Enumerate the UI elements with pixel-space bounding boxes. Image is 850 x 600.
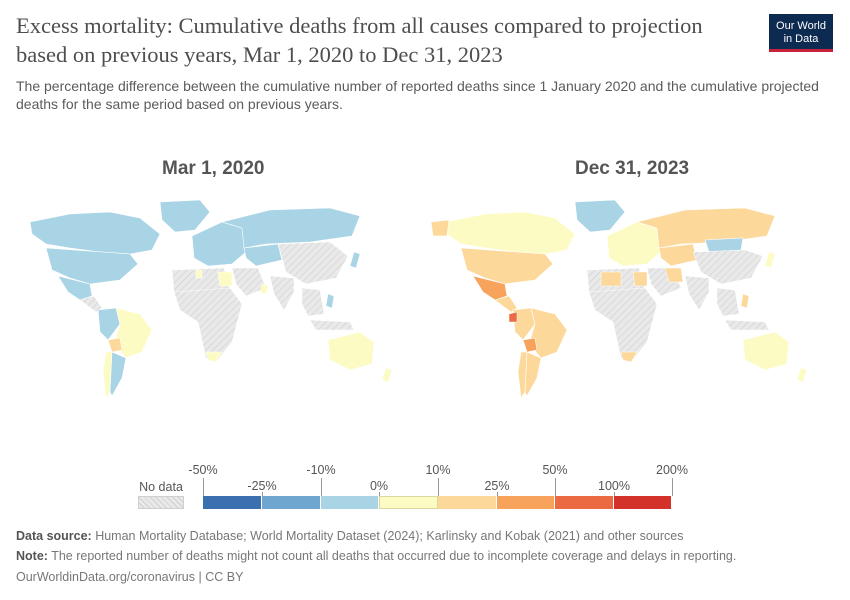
legend-tick-lower: 25%	[484, 479, 510, 493]
legend-tickline	[203, 478, 204, 496]
legend-swatch-5[interactable]	[438, 496, 497, 509]
central-america[interactable]	[494, 295, 518, 313]
legend-tickline	[321, 478, 322, 496]
chart-subtitle: The percentage difference between the cu…	[16, 78, 819, 112]
argentina[interactable]	[524, 351, 542, 397]
legend-swatch-3[interactable]	[321, 496, 379, 509]
usa[interactable]	[460, 247, 554, 285]
legend-no-data-label: No data	[139, 480, 183, 494]
legend-swatch-6[interactable]	[497, 496, 555, 509]
southeast-asia[interactable]	[716, 287, 740, 317]
bolivia[interactable]	[522, 337, 538, 353]
legend-tick-upper: 50%	[542, 463, 568, 477]
legend-tickline	[672, 478, 673, 496]
legend-tick-upper: -10%	[306, 463, 336, 477]
central-asia[interactable]	[658, 243, 698, 267]
middle-east[interactable]	[231, 267, 267, 297]
note-text: The reported number of deaths might not …	[47, 549, 737, 563]
brazil[interactable]	[113, 307, 153, 359]
legend-tick-upper: 10%	[425, 463, 451, 477]
china[interactable]	[692, 249, 764, 285]
australia[interactable]	[327, 331, 375, 371]
chile[interactable]	[102, 351, 113, 399]
logo-line-2: in Data	[783, 32, 819, 45]
japan[interactable]	[764, 251, 776, 269]
legend-tickline	[262, 492, 263, 496]
legend-tick-upper: 200%	[656, 463, 688, 477]
china[interactable]	[277, 241, 349, 285]
alaska[interactable]	[430, 219, 450, 237]
argentina[interactable]	[109, 351, 127, 397]
southeast-asia[interactable]	[301, 287, 325, 317]
sub-saharan-africa[interactable]	[173, 287, 243, 363]
legend-swatch-8[interactable]	[614, 496, 672, 509]
europe[interactable]	[606, 221, 662, 267]
ecuador[interactable]	[508, 311, 518, 323]
new-zealand[interactable]	[796, 367, 808, 383]
algeria[interactable]	[600, 271, 622, 287]
australia[interactable]	[742, 331, 790, 371]
legend-swatch-7[interactable]	[555, 496, 614, 509]
world-map-dec-2023[interactable]	[425, 192, 845, 412]
legend-tickline	[614, 492, 615, 496]
world-map-mar-2020[interactable]	[10, 192, 430, 412]
right-map-title: Dec 31, 2023	[575, 158, 690, 179]
footer-source: Data source: Human Mortality Database; W…	[16, 528, 683, 544]
russia[interactable]	[220, 207, 361, 249]
legend-no-data-swatch[interactable]	[138, 496, 184, 509]
colombia-peru[interactable]	[97, 307, 121, 341]
logo-line-1: Our World	[776, 20, 826, 32]
tunisia[interactable]	[195, 269, 203, 279]
south-africa[interactable]	[620, 351, 638, 363]
india[interactable]	[684, 275, 710, 311]
philippines[interactable]	[740, 293, 750, 309]
egypt[interactable]	[632, 271, 648, 287]
note-label: Note:	[16, 549, 48, 563]
footer-url[interactable]: OurWorldinData.org/coronavirus | CC BY	[16, 570, 244, 584]
legend-tick-lower: 100%	[598, 479, 630, 493]
source-label: Data source:	[16, 529, 92, 543]
indonesia[interactable]	[309, 319, 355, 331]
greenland[interactable]	[574, 199, 626, 233]
legend-tickline	[379, 492, 380, 496]
chart-title: Excess mortality: Cumulative deaths from…	[16, 13, 703, 67]
europe[interactable]	[191, 221, 247, 267]
bolivia[interactable]	[107, 337, 123, 353]
new-zealand[interactable]	[381, 367, 393, 383]
legend-swatch-2[interactable]	[262, 496, 321, 509]
sub-saharan-africa[interactable]	[588, 287, 658, 363]
legend-tick-upper: -50%	[188, 463, 218, 477]
legend-swatch-4[interactable]	[379, 496, 438, 509]
oman[interactable]	[259, 283, 269, 295]
brazil[interactable]	[528, 307, 568, 359]
left-map-title: Mar 1, 2020	[162, 158, 265, 179]
usa[interactable]	[45, 247, 139, 285]
indonesia[interactable]	[724, 319, 770, 331]
legend-tickline	[497, 492, 498, 496]
iran[interactable]	[664, 267, 684, 283]
mexico[interactable]	[472, 275, 508, 301]
legend-tickline	[438, 478, 439, 496]
colombia-peru[interactable]	[512, 307, 536, 341]
india[interactable]	[269, 275, 295, 311]
legend-tickline	[555, 478, 556, 496]
legend-tick-lower: 0%	[369, 479, 389, 493]
legend-tick-lower: -25%	[247, 479, 277, 493]
owid-logo[interactable]: Our World in Data	[769, 14, 833, 52]
greenland[interactable]	[159, 199, 211, 233]
legend-swatch-1[interactable]	[203, 496, 262, 509]
central-america[interactable]	[79, 295, 103, 313]
chile[interactable]	[517, 351, 528, 399]
egypt[interactable]	[217, 271, 233, 287]
source-text: Human Mortality Database; World Mortalit…	[91, 529, 684, 543]
canada[interactable]	[444, 211, 576, 255]
central-asia[interactable]	[243, 243, 283, 267]
mongolia[interactable]	[704, 237, 744, 253]
canada[interactable]	[29, 211, 161, 255]
footer-note: Note: The reported number of deaths migh…	[16, 548, 736, 564]
south-africa[interactable]	[205, 351, 223, 363]
japan[interactable]	[349, 251, 361, 269]
mexico[interactable]	[57, 275, 93, 301]
philippines[interactable]	[325, 293, 335, 309]
